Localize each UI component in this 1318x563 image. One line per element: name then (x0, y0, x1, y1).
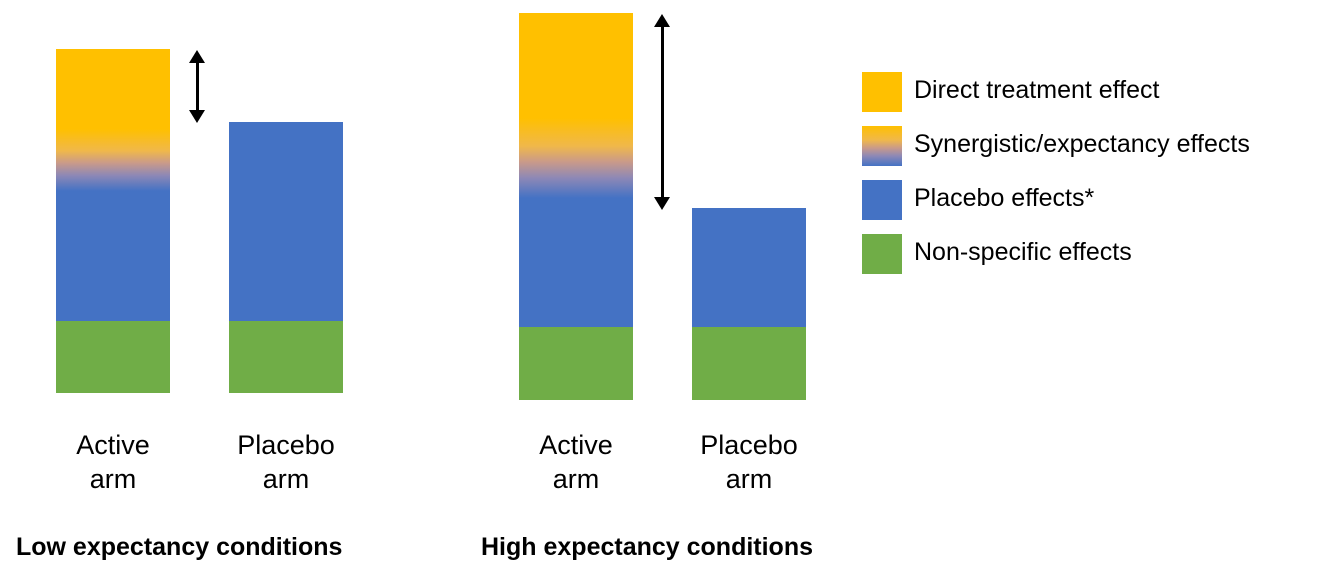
high-placebo-arm-bar (692, 208, 806, 400)
low-placebo-arm-label: Placebo arm (237, 430, 335, 494)
non-specific-segment (229, 321, 343, 393)
legend-swatch (862, 180, 902, 220)
direct-treatment-segment (519, 13, 633, 118)
placebo-segment (692, 208, 806, 327)
placebo-segment (229, 122, 343, 321)
synergistic-segment (56, 129, 170, 191)
non-specific-segment (519, 327, 633, 400)
low-placebo-arm-bar (229, 122, 343, 393)
difference-arrow-icon (189, 50, 205, 123)
legend-label: Placebo effects* (914, 184, 1095, 212)
high-placebo-arm-label: Placebo arm (700, 430, 798, 494)
non-specific-segment (692, 327, 806, 400)
legend-swatch (862, 72, 902, 112)
high-active-arm-bar (519, 13, 633, 400)
placebo-segment (519, 198, 633, 327)
low-expectancy-title: Low expectancy conditions (16, 533, 343, 561)
legend-label: Non-specific effects (914, 238, 1132, 266)
low-active-arm-label: Active arm (76, 430, 150, 494)
legend-swatch (862, 234, 902, 274)
legend-label: Synergistic/expectancy effects (914, 130, 1250, 158)
synergistic-segment (519, 118, 633, 198)
non-specific-segment (56, 321, 170, 393)
legend-label: Direct treatment effect (914, 76, 1160, 104)
direct-treatment-segment (56, 49, 170, 129)
difference-arrow-icon (654, 14, 670, 210)
placebo-segment (56, 191, 170, 321)
high-active-arm-label: Active arm (539, 430, 613, 494)
low-active-arm-bar (56, 49, 170, 393)
legend-swatch (862, 126, 902, 166)
high-expectancy-title: High expectancy conditions (481, 533, 814, 561)
